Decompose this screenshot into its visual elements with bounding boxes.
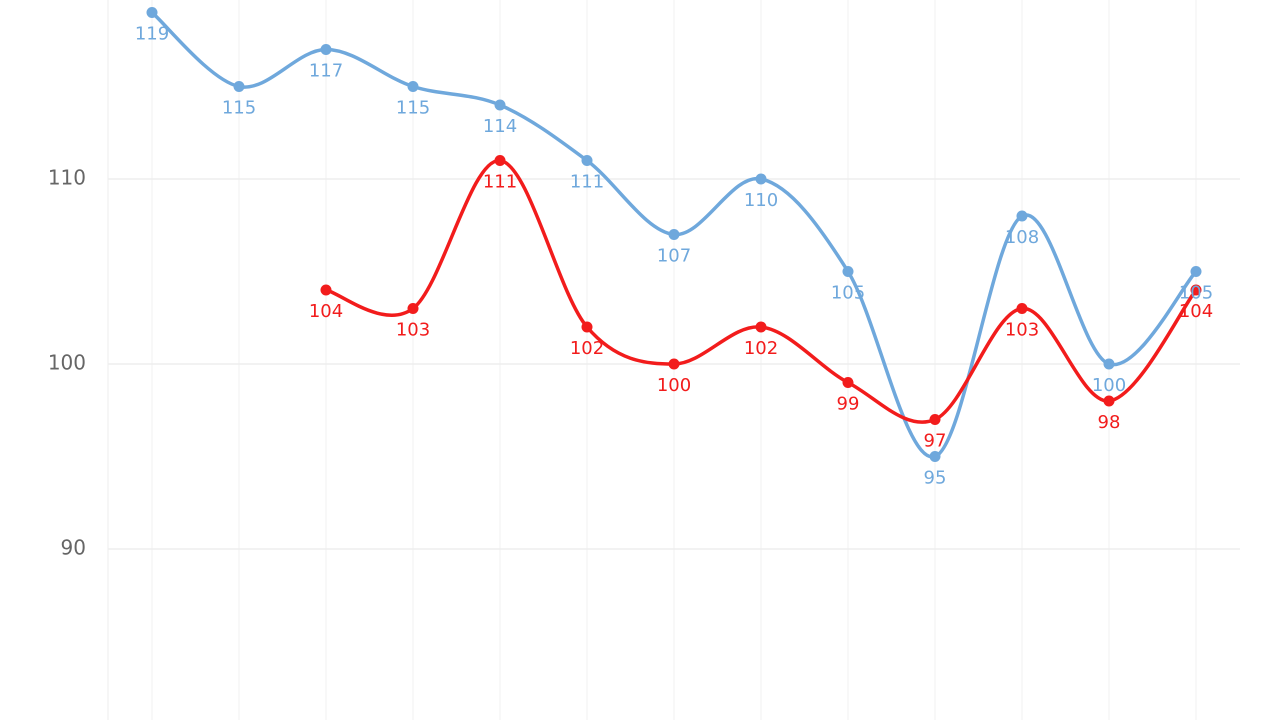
value-label: 99 <box>837 394 860 415</box>
point <box>320 44 332 55</box>
value-label: 115 <box>222 98 256 119</box>
point <box>1103 395 1115 407</box>
value-label: 117 <box>309 61 343 82</box>
value-label: 100 <box>657 375 691 396</box>
value-label: 102 <box>570 338 604 359</box>
y-tick-label: 120 <box>48 0 86 5</box>
point <box>1016 210 1028 222</box>
point <box>842 266 854 277</box>
point <box>755 321 767 333</box>
point <box>1190 266 1202 277</box>
point <box>842 377 854 388</box>
point <box>581 321 593 333</box>
value-label: 105 <box>831 283 865 304</box>
point <box>320 284 332 296</box>
point <box>755 173 767 185</box>
point <box>233 81 245 92</box>
point <box>581 155 593 166</box>
y-tick-label: 110 <box>48 166 86 190</box>
value-label: 110 <box>744 190 778 211</box>
point <box>929 451 941 462</box>
value-label: 98 <box>1098 412 1121 433</box>
value-label: 111 <box>570 172 604 193</box>
point <box>668 358 680 370</box>
value-label: 95 <box>924 468 947 489</box>
value-label: 100 <box>1092 375 1126 396</box>
point <box>929 414 941 425</box>
value-label: 119 <box>135 24 169 45</box>
y-tick-label: 100 <box>48 351 86 375</box>
value-label: 108 <box>1005 227 1039 248</box>
series-line <box>150 11 1198 459</box>
value-label: 97 <box>924 431 947 452</box>
value-label: 102 <box>744 338 778 359</box>
value-label: 105 <box>1179 283 1213 304</box>
value-label: 103 <box>396 320 430 341</box>
value-label: 104 <box>1179 301 1213 322</box>
value-label: 114 <box>483 116 517 137</box>
point <box>407 81 419 92</box>
point <box>1103 358 1115 370</box>
value-label: 111 <box>483 172 517 193</box>
value-label: 104 <box>309 301 343 322</box>
point <box>668 229 680 240</box>
point <box>146 7 158 18</box>
value-label: 103 <box>1005 320 1039 341</box>
value-label: 107 <box>657 246 691 267</box>
point <box>1016 303 1028 314</box>
point <box>494 155 506 166</box>
value-label: 115 <box>396 98 430 119</box>
point <box>1190 284 1202 296</box>
y-tick-label: 90 <box>61 536 86 560</box>
point <box>494 99 506 111</box>
point <box>407 303 419 314</box>
